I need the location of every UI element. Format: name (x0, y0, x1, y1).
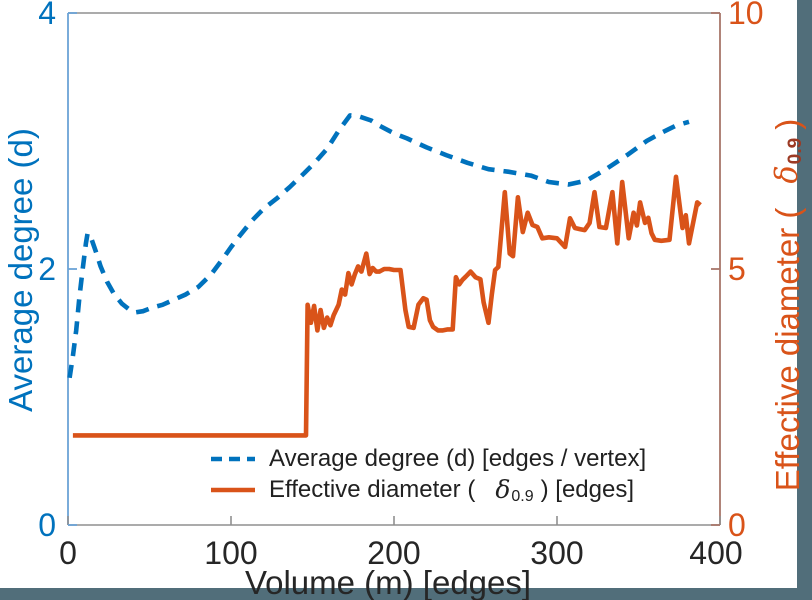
legend-label-effective-diameter-prefix: Effective diameter ( (269, 475, 476, 503)
legend-label-effective-diameter-suffix: ) [edges] (540, 475, 635, 503)
x-axis-label-text: Volume (m) [edges] (244, 564, 532, 600)
legend-item-average-degree: Average degree (d) [edges / vertex] (210, 443, 646, 474)
x-tick-label-400: 400 (689, 535, 743, 571)
right-y-axis-label-suffix: ) (769, 118, 806, 130)
legend-dashed-line-sample (211, 456, 255, 461)
legend: Average degree (d) [edges / vertex] Effe… (210, 443, 646, 505)
x-axis-label: Volume (m) [edges] (178, 565, 598, 600)
legend-solid-line-sample (211, 487, 255, 492)
legend-delta-subscript: 0.9 (511, 487, 534, 505)
left-y-axis-label-text: Average degree (d) (2, 128, 39, 412)
window-edge-band-right (797, 0, 812, 600)
series-left (67, 113, 690, 379)
x-tick-label-300: 300 (530, 535, 584, 571)
delta-subscript: 0.9 (785, 137, 807, 165)
legend-item-effective-diameter: Effective diameter ( δ 0.9 ) [edges] (210, 474, 646, 505)
right-y-axis-label: Effective diameter ( δ 0.9 ) (769, 70, 807, 540)
left-y-tick-label-2: 2 (38, 251, 56, 287)
x-tick-label-100: 100 (204, 535, 258, 571)
delta-symbol: δ (770, 165, 805, 184)
x-tick-label-200: 200 (367, 535, 421, 571)
right-y-axis-label-prefix: Effective diameter ( (769, 207, 806, 492)
series-right (72, 174, 702, 438)
right-y-tick-label-10: 10 (728, 0, 764, 31)
window-edge-band-bottom (0, 588, 812, 600)
x-tick-label-0: 0 (59, 535, 77, 571)
legend-delta-symbol: δ (495, 475, 511, 504)
right-y-tick-label-0: 0 (728, 507, 746, 543)
left-y-axis-label: Average degree (d) (2, 50, 40, 490)
right-y-tick-label-5: 5 (728, 251, 746, 287)
left-y-tick-label-0: 0 (38, 507, 56, 543)
legend-label-average-degree: Average degree (d) [edges / vertex] (269, 444, 647, 472)
left-y-tick-label-4: 4 (38, 0, 56, 31)
